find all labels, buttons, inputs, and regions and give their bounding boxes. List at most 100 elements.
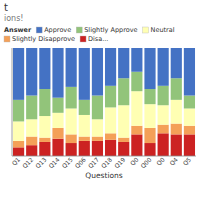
- x-axis-line: [12, 156, 196, 157]
- bar-segment: [144, 143, 155, 156]
- bar-segment: [184, 108, 195, 125]
- bar-segment: [131, 48, 142, 72]
- bar-segment: [158, 133, 169, 156]
- bar-segment: [184, 126, 195, 135]
- bar-segment: [79, 141, 90, 156]
- x-tick-label: Q19: [113, 156, 127, 170]
- bar-segment: [66, 108, 77, 134]
- bar-segment: [13, 100, 24, 122]
- bar-segment: [79, 115, 90, 137]
- bar-segment: [118, 105, 129, 137]
- bar-segment: [118, 138, 129, 142]
- bar-segment: [79, 48, 90, 100]
- bar-segment: [105, 86, 116, 108]
- bar-segment: [118, 78, 129, 105]
- chart: tions! Answer Approve Slightly Approve Neutr…: [0, 0, 200, 200]
- bar-segment: [26, 145, 37, 156]
- bar-segment: [105, 140, 116, 156]
- legend-swatch: [80, 36, 86, 42]
- bar-segment: [52, 48, 63, 98]
- bar-segment: [131, 134, 142, 156]
- bar-segment: [184, 96, 195, 109]
- bar-segment: [13, 121, 24, 140]
- bar-segment: [92, 141, 103, 156]
- bar-segment: [158, 105, 169, 124]
- x-tick-label: Q5: [181, 156, 192, 167]
- bar-segment: [52, 139, 63, 156]
- bar-segment: [13, 147, 24, 156]
- bar-segment: [79, 137, 90, 141]
- bar-segment: [158, 125, 169, 134]
- bar-segment: [26, 137, 37, 146]
- bar-segment: [13, 48, 24, 100]
- bars: [13, 48, 195, 156]
- legend-label: Slightly Approve: [84, 26, 137, 34]
- bar-segment: [39, 116, 50, 138]
- legend-swatch: [4, 36, 10, 42]
- bar-segment: [13, 141, 24, 147]
- bar-segment: [105, 48, 116, 86]
- subtitle: ions!: [4, 14, 24, 23]
- bar-segment: [39, 142, 50, 156]
- bar-segment: [131, 126, 142, 135]
- bar-segment: [171, 100, 182, 124]
- bar-segment: [26, 96, 37, 120]
- legend: Answer Approve Slightly Approve Neutral Slig…: [4, 26, 175, 43]
- x-tick-label: Q17: [86, 156, 100, 170]
- legend-title: Answer: [4, 26, 32, 34]
- bar-segment: [92, 137, 103, 141]
- bar-segment: [144, 89, 155, 104]
- bar-segment: [26, 119, 37, 136]
- legend-label: Approve: [44, 26, 71, 34]
- bar-segment: [171, 78, 182, 100]
- bar-segment: [52, 98, 63, 113]
- bar-segment: [92, 48, 103, 96]
- x-tick-label: Q15: [60, 156, 74, 170]
- y-axis-line: [12, 48, 13, 156]
- bar-segment: [184, 48, 195, 96]
- bar-segment: [144, 128, 155, 143]
- bar-segment: [171, 48, 182, 78]
- bar-segment: [66, 143, 77, 156]
- bar-segment: [52, 113, 63, 128]
- bar-segment: [158, 48, 169, 86]
- bar-segment: [105, 107, 116, 133]
- bar-segment: [144, 104, 155, 128]
- bar-segment: [131, 72, 142, 91]
- bar-segment: [39, 138, 50, 142]
- x-tick-label: Q13: [34, 156, 48, 170]
- legend-label: Slightly Disapprove: [12, 35, 75, 43]
- bar-segment: [105, 133, 116, 139]
- bar-segment: [52, 128, 63, 139]
- legend-label: Neutral: [151, 26, 175, 34]
- bar-segment: [184, 134, 195, 156]
- x-axis-label: Questions: [85, 171, 123, 180]
- bar-segment: [144, 48, 155, 89]
- bar-segment: [131, 91, 142, 126]
- bar-segment: [66, 48, 77, 87]
- x-tick-label: Q1: [10, 156, 21, 167]
- bar-segment: [171, 124, 182, 135]
- x-tick-label: Q00: [139, 156, 153, 170]
- bar-segment: [39, 89, 50, 116]
- bar-segment: [66, 87, 77, 109]
- legend-swatch: [143, 27, 149, 33]
- bar-segment: [158, 86, 169, 105]
- x-tick-label: Q06: [73, 156, 87, 170]
- bar-segment: [26, 48, 37, 96]
- legend-swatch: [76, 27, 82, 33]
- bar-segment: [79, 100, 90, 115]
- bar-segment: [92, 96, 103, 120]
- x-tick-label: Q14: [47, 156, 61, 170]
- x-tick-label: Q0: [129, 156, 140, 167]
- bar-segment: [92, 119, 103, 136]
- bar-segment: [171, 134, 182, 156]
- x-tick-label: Q12: [21, 156, 35, 170]
- bar-segment: [118, 48, 129, 78]
- bar-segment: [39, 48, 50, 89]
- title: t: [4, 2, 8, 13]
- x-tick-label: Q18: [100, 156, 114, 170]
- legend-swatch: [36, 27, 42, 33]
- legend-label: Disa...: [88, 35, 108, 43]
- x-tick-label: Q0: [155, 156, 166, 167]
